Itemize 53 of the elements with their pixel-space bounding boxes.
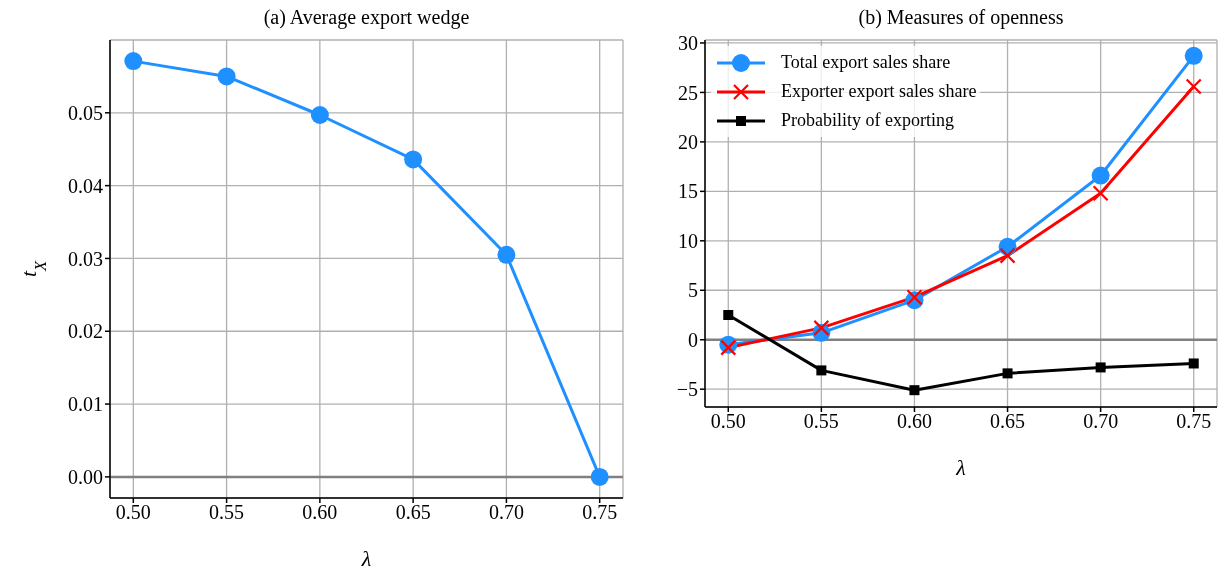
y-tick-label: 30 xyxy=(678,32,698,55)
y-tick-label: 20 xyxy=(678,130,698,153)
point xyxy=(1184,46,1203,65)
x-tick-label: 0.60 xyxy=(302,501,338,524)
x-tick-label: 0.70 xyxy=(488,501,524,524)
x-tick-label: 0.75 xyxy=(1176,410,1212,433)
x-tick-label: 0.70 xyxy=(1083,410,1119,433)
point xyxy=(1092,185,1109,202)
x-axis-title: λ xyxy=(360,545,372,571)
point xyxy=(1188,358,1199,369)
point xyxy=(590,467,609,486)
y-tick-label: 0 xyxy=(688,328,698,351)
point xyxy=(999,247,1016,264)
point xyxy=(217,67,236,86)
point xyxy=(124,52,143,71)
y-tick-label: 10 xyxy=(678,229,698,252)
x-tick-label: 0.55 xyxy=(803,410,839,433)
y-tick-label: 0.01 xyxy=(68,393,103,416)
chart-title: (a) Average export wedge xyxy=(262,6,471,29)
point xyxy=(720,339,737,356)
point xyxy=(813,319,830,336)
x-tick-label: 0.55 xyxy=(209,501,245,524)
y-tick-label: 5 xyxy=(688,279,698,302)
legend-label: Probability of exporting xyxy=(781,110,954,131)
x-tick-label: 0.75 xyxy=(582,501,618,524)
x-axis-title: λ xyxy=(955,454,966,480)
x-tick-label: 0.65 xyxy=(990,410,1026,433)
y-tick-label: 0.04 xyxy=(68,174,103,197)
point xyxy=(1095,362,1106,373)
chart-title: (b) Measures of openness xyxy=(857,6,1065,29)
y-tick-label: 25 xyxy=(678,81,698,104)
point xyxy=(404,150,423,169)
point xyxy=(310,106,329,124)
x-tick-label: 0.65 xyxy=(395,501,431,524)
legend-label: Total export sales share xyxy=(781,52,951,73)
point xyxy=(1185,78,1202,95)
y-tick-label: 0.05 xyxy=(68,101,103,124)
point xyxy=(906,289,923,306)
point xyxy=(1002,368,1013,379)
x-tick-label: 0.50 xyxy=(115,501,151,524)
y-tick-label: 0.03 xyxy=(68,247,103,270)
x-tick-label: 0.50 xyxy=(710,410,746,433)
point xyxy=(723,310,734,320)
y-tick-label: 0.00 xyxy=(68,465,103,488)
point xyxy=(816,365,827,376)
legend-label: Exporter export sales share xyxy=(781,81,977,102)
point xyxy=(1091,166,1110,185)
y-tick-label: 15 xyxy=(678,180,698,203)
point xyxy=(497,245,516,264)
x-tick-label: 0.60 xyxy=(896,410,932,433)
point xyxy=(909,385,920,396)
y-tick-label: 0.02 xyxy=(68,320,103,343)
y-tick-label: −5 xyxy=(676,378,698,401)
